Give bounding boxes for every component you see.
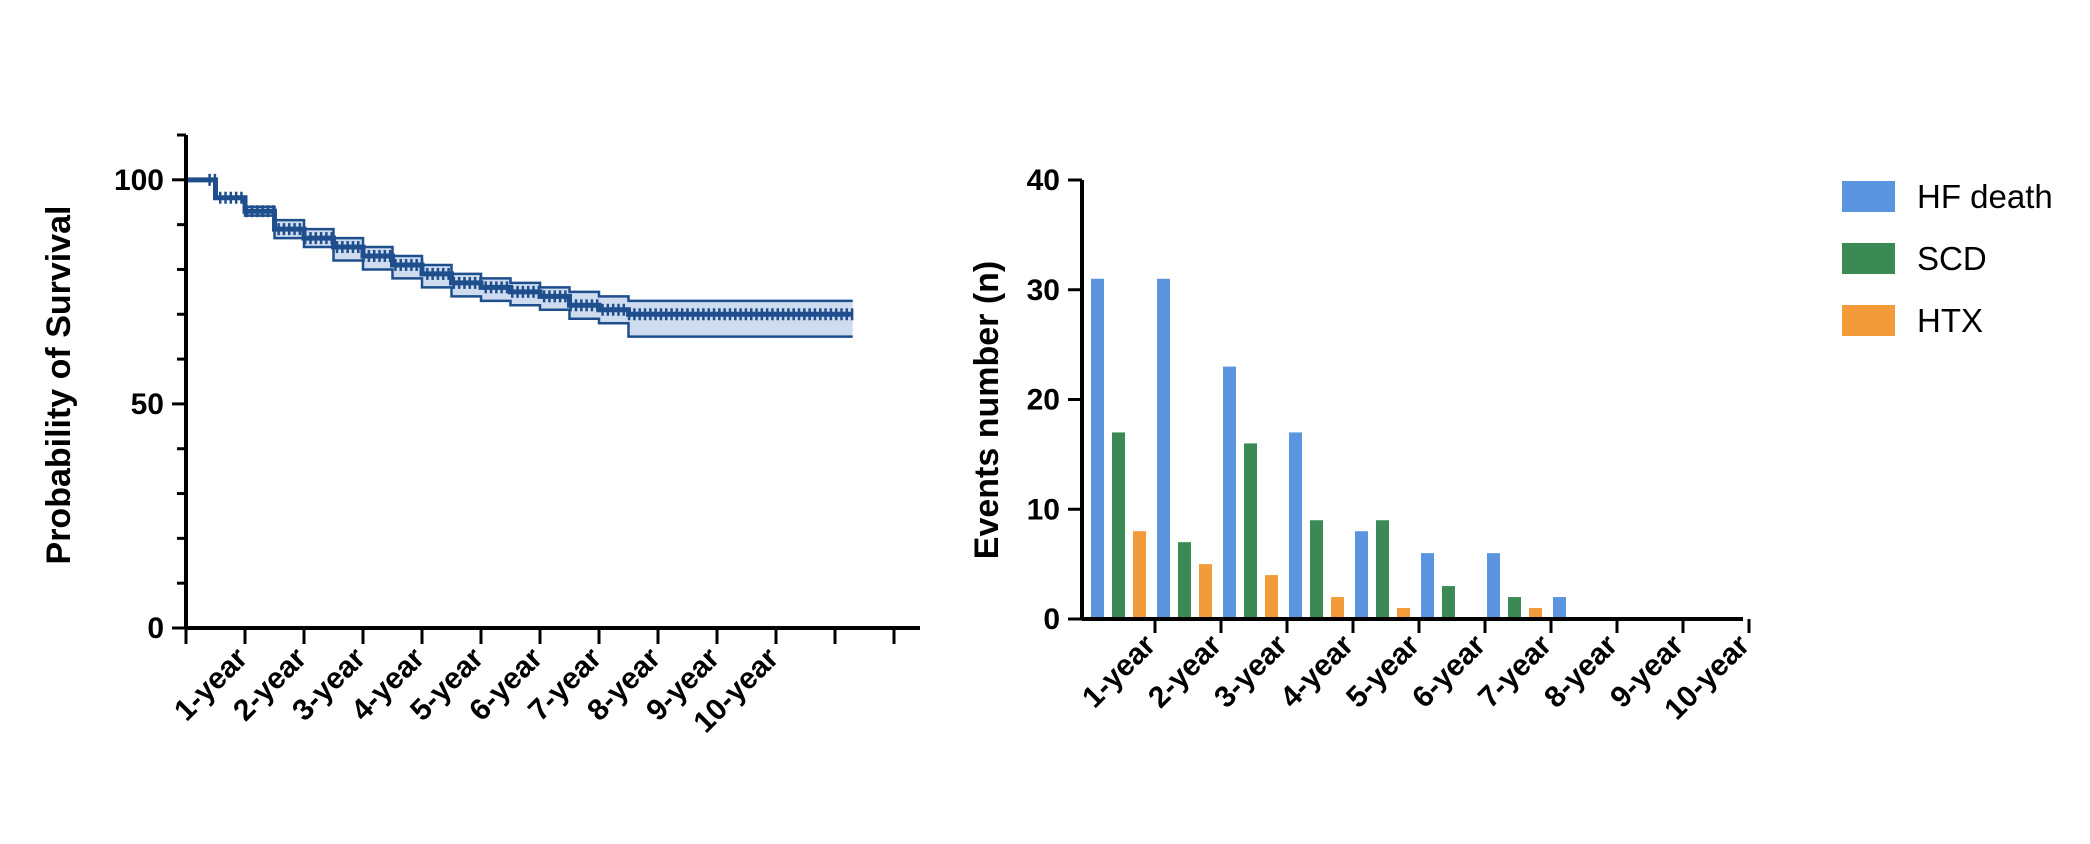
bar-htx — [1529, 608, 1542, 619]
legend-swatch — [1842, 243, 1895, 274]
y-tick-label: 30 — [1027, 274, 1060, 307]
bar-hf-death — [1091, 278, 1104, 619]
x-tick-label: 7-year — [1472, 628, 1558, 714]
bar-scd — [1112, 432, 1125, 619]
x-tick-label: 4-year — [1274, 628, 1360, 714]
bar-hf-death — [1487, 553, 1500, 619]
legend-swatch — [1842, 181, 1895, 212]
bar-hf-death — [1553, 597, 1566, 619]
bar-htx — [1133, 531, 1146, 619]
bar-scd — [1244, 443, 1257, 619]
legend-swatch — [1842, 305, 1895, 336]
bar-hf-death — [1289, 432, 1302, 619]
survival-plot-area — [186, 173, 854, 338]
bar-scd — [1508, 597, 1521, 619]
survival-chart: 0 50 100 1-year2-year3-year4-year5-year6-y… — [40, 133, 920, 739]
events-plot-area — [1091, 278, 1566, 619]
y-tick-label: 40 — [1027, 164, 1060, 197]
survival-line — [186, 177, 853, 317]
events-x-axis: 1-year2-year3-year4-year5-year6-year7-ye… — [1076, 617, 1756, 726]
survival-y-axis: 0 50 100 — [114, 133, 188, 645]
y-tick-label: 100 — [114, 164, 164, 197]
legend-label: HF death — [1917, 178, 2053, 215]
ci-lower-line — [186, 178, 853, 338]
bar-htx — [1331, 597, 1344, 619]
bar-scd — [1376, 520, 1389, 619]
bar-hf-death — [1421, 553, 1434, 619]
bar-scd — [1442, 586, 1455, 619]
y-tick-label: 20 — [1027, 384, 1060, 417]
y-tick-label: 0 — [147, 612, 164, 645]
bar-htx — [1265, 575, 1278, 619]
x-tick-label: 5-year — [1340, 628, 1426, 714]
legend-label: HTX — [1917, 302, 1983, 339]
survival-x-axis: 1-year2-year3-year4-year5-year6-year7-ye… — [168, 626, 920, 739]
x-tick-label: 1-year — [1076, 628, 1162, 714]
bar-htx — [1397, 608, 1410, 619]
y-tick-label: 0 — [1043, 603, 1060, 636]
bar-htx — [1199, 564, 1212, 619]
survival-y-axis-title: Probability of Survival — [40, 206, 78, 565]
events-y-axis-title: Events number (n) — [968, 261, 1006, 559]
x-tick-label: 8-year — [1538, 628, 1624, 714]
events-chart: 0 10 20 30 40 1-year2-year3-year4-year5-year… — [968, 164, 2053, 726]
bar-hf-death — [1157, 278, 1170, 619]
x-tick-label: 2-year — [1142, 628, 1228, 714]
y-tick-label: 50 — [131, 388, 164, 421]
x-tick-label: 6-year — [1406, 628, 1492, 714]
events-legend: HF death SCD HTX — [1842, 178, 2053, 339]
bar-scd — [1310, 520, 1323, 619]
x-tick-label: 3-year — [1208, 628, 1294, 714]
bar-scd — [1178, 542, 1191, 619]
bar-hf-death — [1223, 366, 1236, 619]
bar-hf-death — [1355, 531, 1368, 619]
legend-label: SCD — [1917, 240, 1987, 277]
events-y-axis: 0 10 20 30 40 — [1027, 164, 1084, 636]
ci-upper-line — [186, 178, 853, 303]
y-tick-label: 10 — [1027, 493, 1060, 526]
